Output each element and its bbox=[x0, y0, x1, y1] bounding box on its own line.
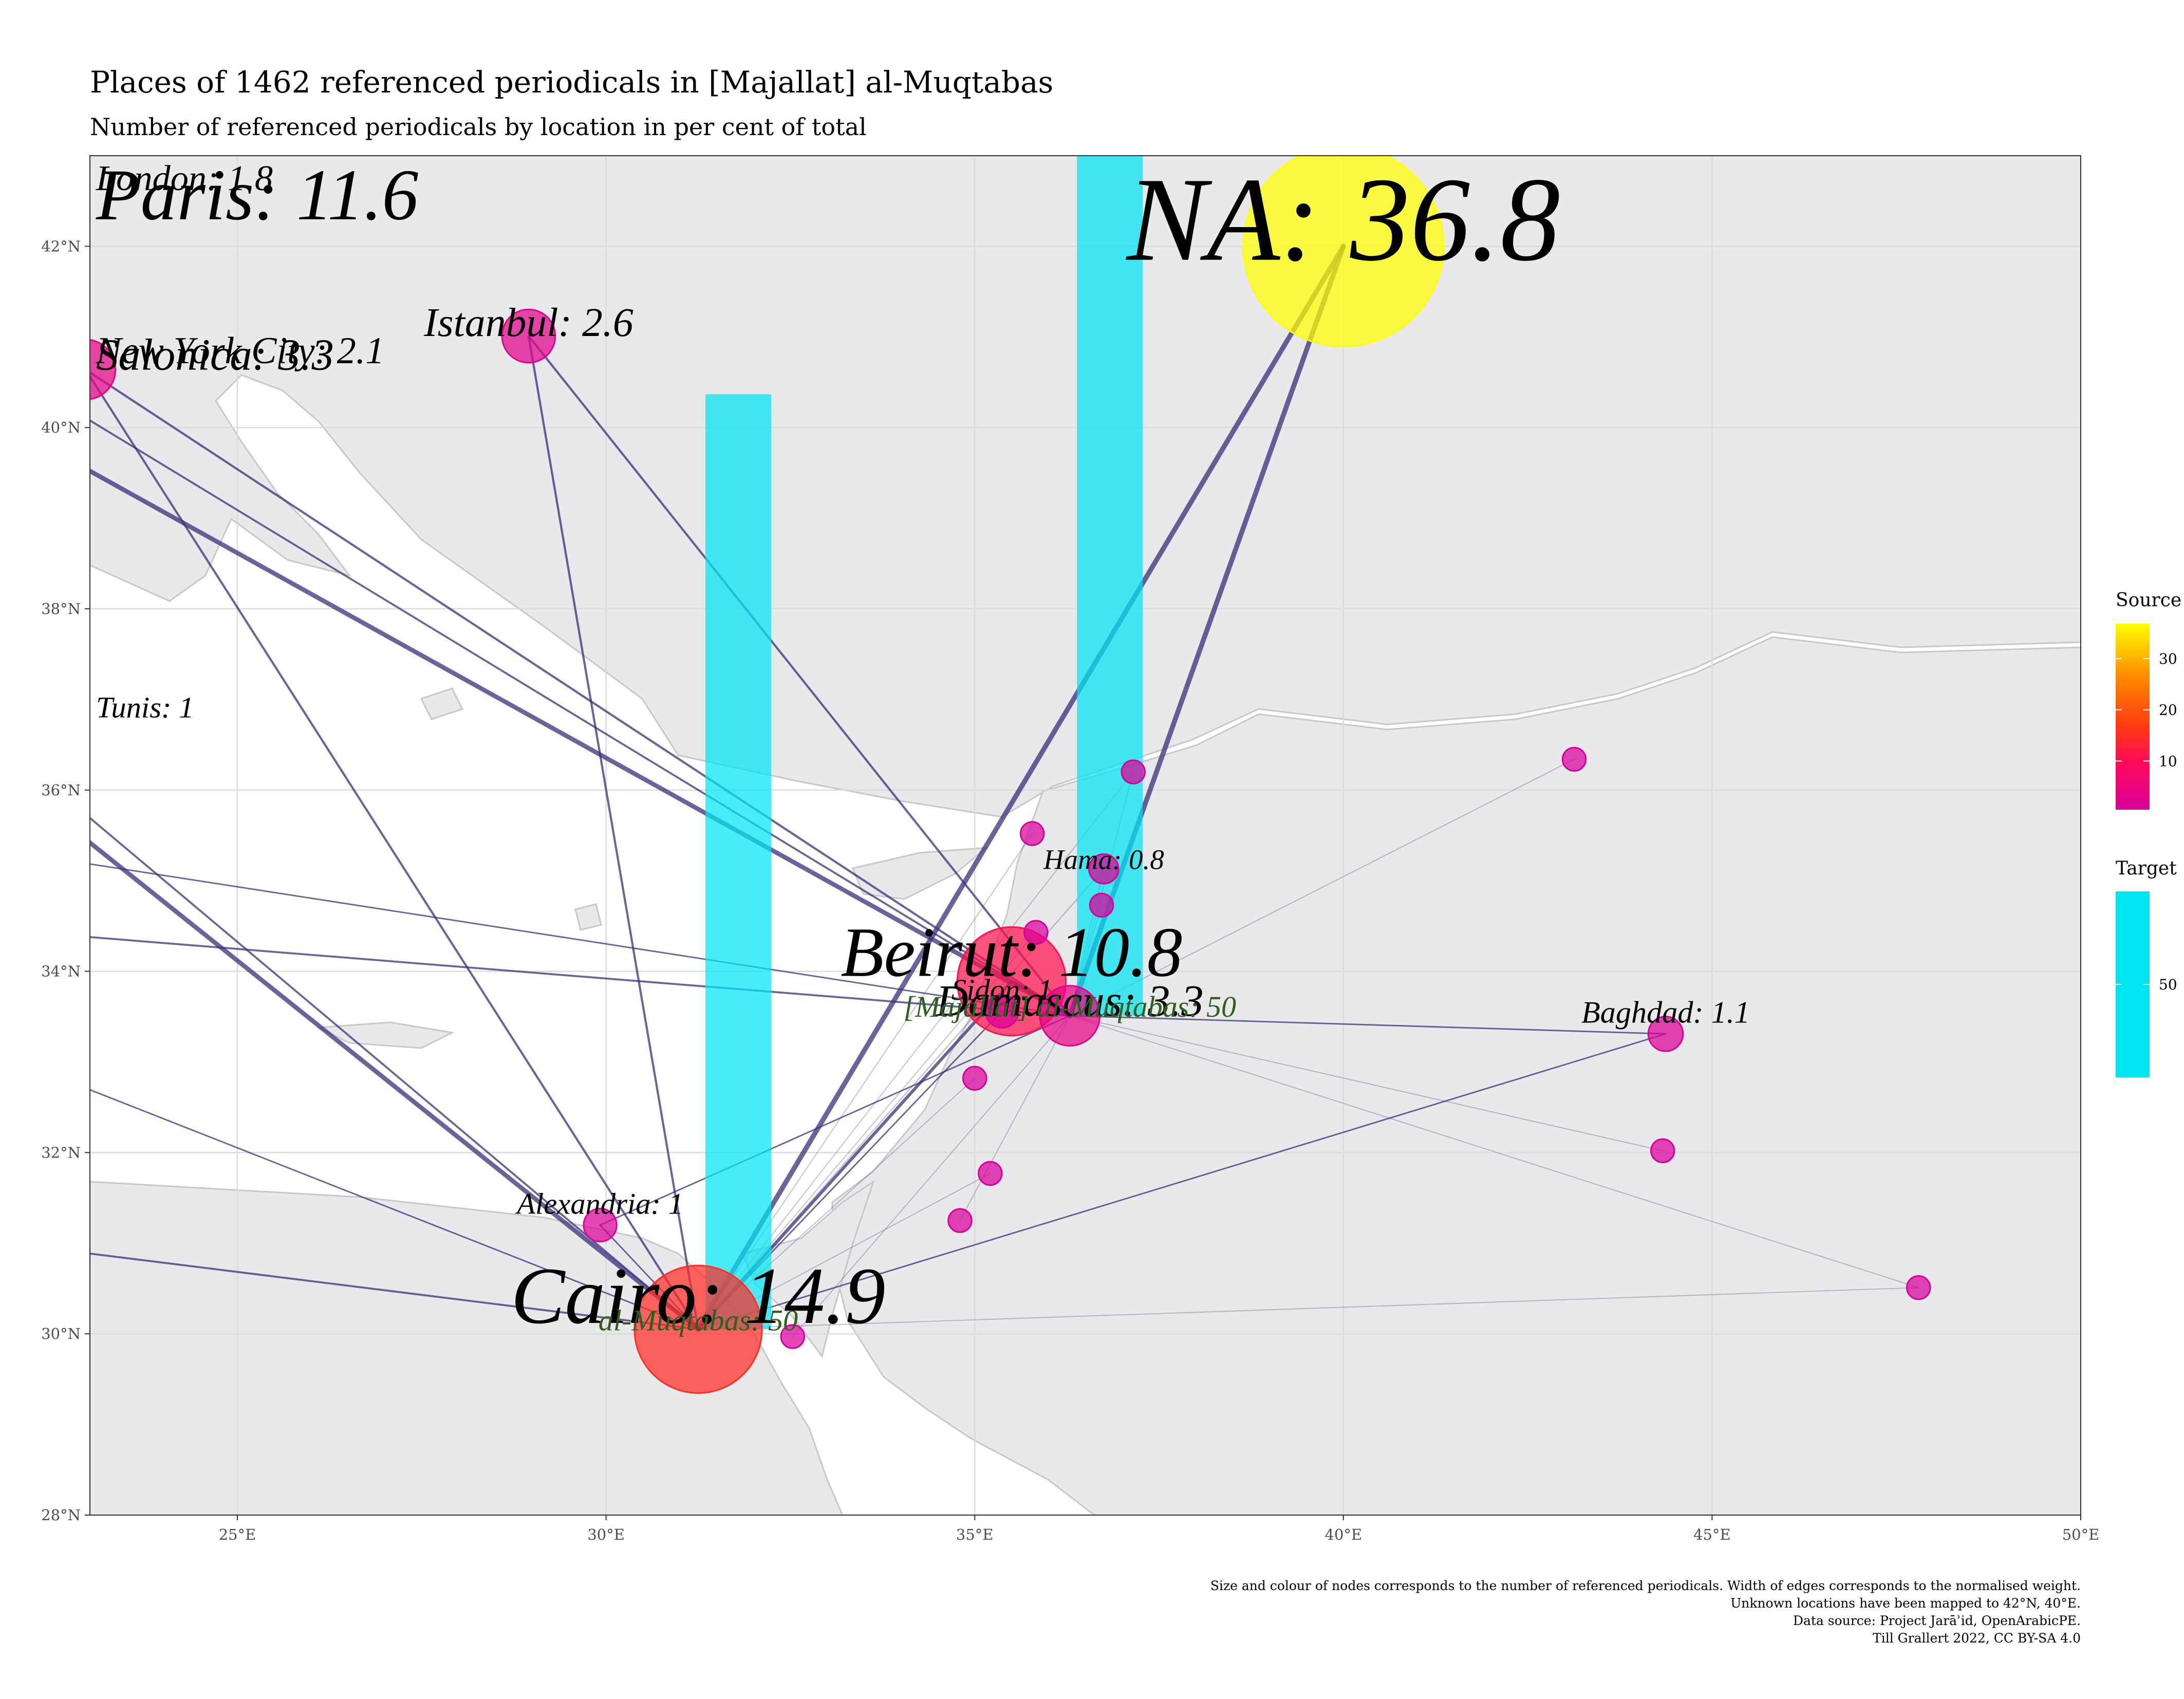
tick-label-y-38: 38°N bbox=[41, 600, 81, 618]
tick-label-y-42: 42°N bbox=[41, 237, 81, 255]
label-hama: Hama: 0.8 bbox=[1043, 844, 1164, 875]
tick-label-y-32: 32°N bbox=[41, 1144, 81, 1161]
edge-paris-damascus bbox=[90, 468, 1072, 1018]
legend-source-tick-10: 10 bbox=[2159, 753, 2177, 770]
chart-title: Places of 1462 referenced periodicals in… bbox=[90, 65, 1053, 100]
label-tunis: Tunis: 1 bbox=[96, 691, 194, 724]
caption-line-4: Till Grallert 2022, CC BY-SA 4.0 bbox=[1873, 1631, 2081, 1646]
edge-istanbul-damascus bbox=[527, 334, 1071, 1017]
node-mosul bbox=[1561, 746, 1587, 772]
tick-label-x-45: 45°E bbox=[1693, 1526, 1731, 1543]
caption-line-1: Size and colour of nodes corresponds to … bbox=[1210, 1578, 2081, 1593]
label-damascus: Damascus: 3.3 bbox=[936, 976, 1204, 1025]
label-na: NA: 36.8 bbox=[1126, 153, 1560, 286]
chart-subtitle: Number of referenced periodicals by loca… bbox=[90, 113, 867, 141]
node-na bbox=[1242, 156, 1445, 347]
node-salonica bbox=[90, 339, 117, 400]
label-salonica: Salonica: 3.3 bbox=[96, 330, 334, 379]
target-bar-al-muqtabas-cairo bbox=[705, 394, 772, 1330]
land-lesbos bbox=[420, 687, 464, 720]
node-tripoli bbox=[1023, 920, 1049, 945]
land-sinai bbox=[741, 1180, 875, 1358]
edge-basra-cairo bbox=[698, 1287, 1919, 1330]
node-damascus bbox=[1039, 985, 1101, 1047]
edge-alexandria-damascus bbox=[599, 1015, 1071, 1226]
edge-basra-damascus bbox=[1069, 1015, 1919, 1289]
tick-label-y-40: 40°N bbox=[41, 419, 81, 436]
label-target-al-muqtabas-cairo: al-Muqtabas: 50 bbox=[599, 1303, 798, 1337]
node-hama bbox=[1088, 853, 1119, 885]
tick-label-y-36: 36°N bbox=[41, 781, 81, 799]
node-suez bbox=[780, 1324, 805, 1349]
target-bars bbox=[705, 156, 1143, 1330]
caption-line-2: Unknown locations have been mapped to 42… bbox=[1730, 1596, 2081, 1611]
edge-mosul-damascus bbox=[1069, 758, 1575, 1017]
node-cairo bbox=[633, 1264, 763, 1394]
label-alexandria: Alexandria: 1 bbox=[515, 1187, 683, 1221]
tick-label-x-25: 25°E bbox=[219, 1526, 256, 1543]
map-panel: NA: 36.8 Cairo: 14.9 Paris: 11.6 Beirut: 10… bbox=[89, 153, 2081, 1516]
legend-target: Target 50 bbox=[2116, 858, 2177, 1077]
edge-gaza-damascus bbox=[959, 1015, 1071, 1221]
node-istanbul bbox=[501, 308, 556, 364]
tick-label-x-40: 40°E bbox=[1325, 1526, 1362, 1543]
node-alexandria bbox=[583, 1207, 618, 1243]
caption: Size and colour of nodes corresponds to … bbox=[1210, 1578, 2081, 1646]
label-sidon: Sidon: 1 bbox=[951, 973, 1053, 1006]
label-paris: Paris: 11.6 bbox=[96, 155, 419, 235]
node-sidon bbox=[984, 994, 1019, 1029]
edge-baghdad-cairo bbox=[697, 1033, 1667, 1330]
node-aleppo bbox=[1121, 759, 1146, 785]
tick-label-x-30: 30°E bbox=[587, 1526, 625, 1543]
legend-target-title: Target bbox=[2116, 858, 2177, 879]
label-cairo: Cairo: 14.9 bbox=[511, 1252, 885, 1341]
edge-salonica-cairo bbox=[90, 374, 700, 1331]
edge-london-damascus bbox=[90, 419, 1071, 1017]
label-beirut: Beirut: 10.8 bbox=[841, 912, 1182, 991]
edge-baghdad-damascus bbox=[1069, 1015, 1667, 1035]
label-target-majallat-al-muqtabas-damascus: [Majallat] al-Muqtabas: 50 bbox=[904, 990, 1237, 1023]
tick-label-y-28: 28°N bbox=[41, 1506, 81, 1524]
land-levant-mesopotamia-arabia bbox=[831, 636, 2081, 1515]
label-new-york-city: New York City: 2.1 bbox=[96, 330, 384, 372]
source-nodes bbox=[90, 156, 1931, 1394]
tick-label-y-34: 34°N bbox=[41, 963, 81, 980]
node-beirut bbox=[956, 926, 1067, 1037]
node-gaza bbox=[947, 1208, 973, 1233]
label-istanbul: Istanbul: 2.6 bbox=[423, 300, 633, 345]
label-london: London: 1.8 bbox=[96, 158, 273, 198]
node-baghdad bbox=[1647, 1016, 1684, 1052]
edge-najaf-damascus bbox=[1069, 1015, 1664, 1151]
node-latakia bbox=[1019, 821, 1045, 846]
legend-source-title: Source bbox=[2116, 590, 2181, 611]
legend-source: Source 10 20 30 bbox=[2116, 590, 2181, 810]
node-haifa bbox=[962, 1066, 987, 1091]
panel-border bbox=[89, 155, 2081, 1516]
edge-paris-cairo bbox=[90, 839, 701, 1332]
label-baghdad: Baghdad: 1.1 bbox=[1581, 995, 1750, 1030]
legend-source-tick-30: 30 bbox=[2159, 650, 2177, 667]
caption-line-3: Data source: Project Jarāʾid, OpenArabic… bbox=[1793, 1613, 2081, 1628]
legend-target-tick-50: 50 bbox=[2159, 976, 2177, 993]
node-basra bbox=[1906, 1275, 1931, 1300]
edge-istanbul-cairo bbox=[527, 334, 700, 1331]
edge-london-cairo bbox=[90, 816, 699, 1331]
node-labels: NA: 36.8 Cairo: 14.9 Paris: 11.6 Beirut: 10… bbox=[96, 153, 1750, 1341]
legend-source-colorbar bbox=[2116, 624, 2150, 810]
node-jerusalem bbox=[978, 1161, 1003, 1186]
tick-label-y-30: 30°N bbox=[41, 1325, 81, 1342]
edge-tunis-cairo bbox=[90, 1089, 699, 1330]
land-rhodes bbox=[574, 903, 602, 931]
node-najaf bbox=[1650, 1138, 1675, 1164]
tick-label-x-50: 50°E bbox=[2062, 1526, 2100, 1543]
edge-salonica-damascus bbox=[90, 371, 1071, 1017]
land-crete bbox=[315, 1021, 455, 1049]
edge-na-cairo bbox=[696, 244, 1346, 1332]
node-homs bbox=[1089, 892, 1114, 918]
axis-ticks: 25°E 30°E 35°E 40°E 45°E 50°E 28°N 30°N 32°N 34°N… bbox=[41, 237, 2099, 1543]
legend-source-tick-20: 20 bbox=[2159, 702, 2177, 719]
edge-suez-damascus bbox=[792, 1015, 1071, 1337]
tick-label-x-35: 35°E bbox=[956, 1526, 994, 1543]
